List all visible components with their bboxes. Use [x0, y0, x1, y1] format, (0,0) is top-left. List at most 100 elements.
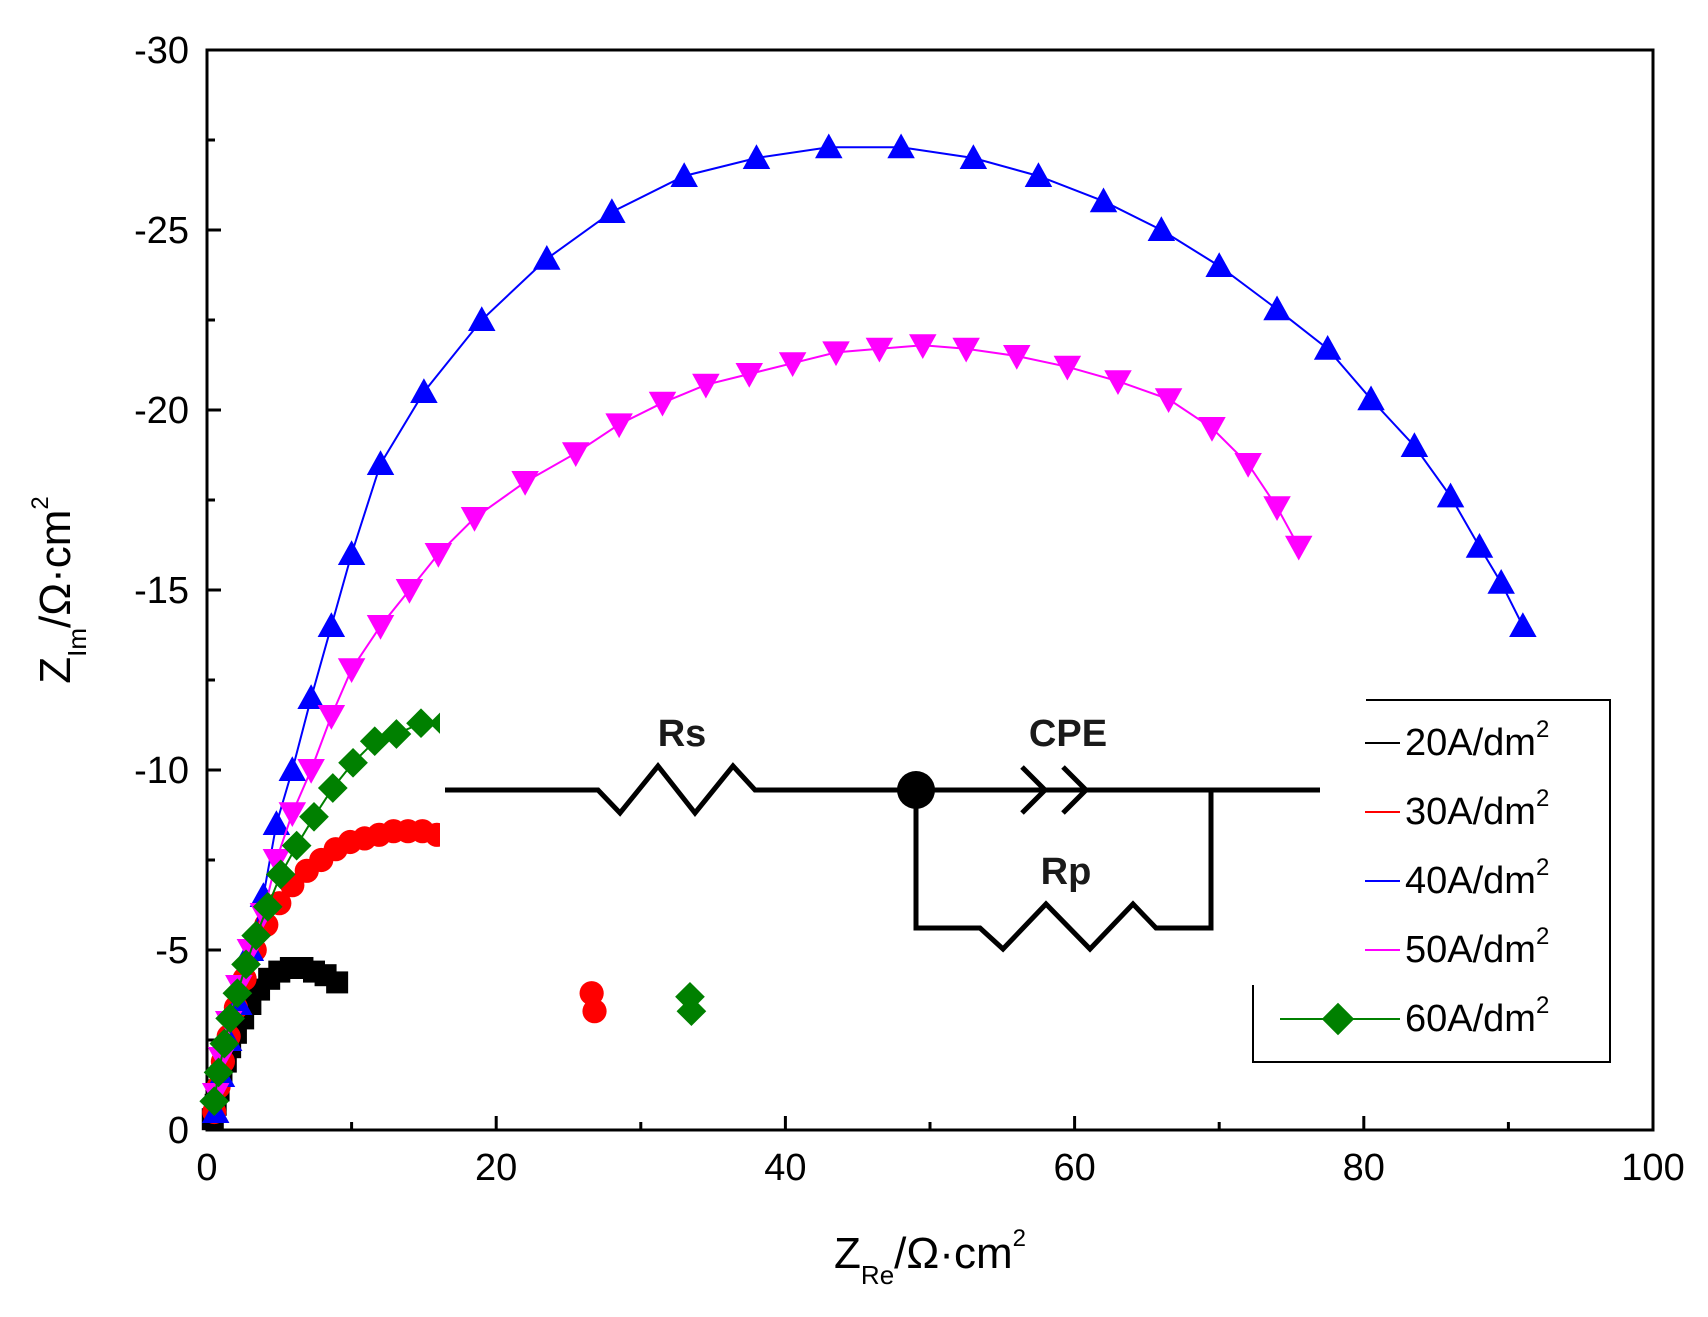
data-point — [366, 615, 395, 640]
data-point — [1357, 385, 1385, 411]
data-point — [297, 684, 325, 709]
series-3 — [201, 133, 1537, 1123]
data-point — [815, 133, 843, 159]
series-line — [214, 146, 1524, 1113]
legend-label: 60A/dm2 — [1405, 992, 1549, 1040]
data-point — [582, 999, 607, 1024]
data-point — [262, 849, 291, 874]
data-point — [460, 507, 489, 532]
data-point — [252, 891, 283, 922]
data-point — [337, 540, 366, 565]
data-point — [366, 450, 395, 475]
data-point — [1313, 335, 1342, 360]
y-axis-title-unit: /Ω·cm — [31, 510, 80, 628]
circuit-inset: Rs CPE Rp — [440, 690, 1320, 953]
data-point — [297, 759, 325, 784]
x-axis-title-unit: /Ω·cm — [894, 1229, 1012, 1278]
data-point — [598, 198, 626, 223]
legend-background — [1358, 710, 1606, 1058]
data-point — [1400, 432, 1429, 457]
legend: 20A/dm2 30A/dm2 40A/dm2 50A/dm2 60A/dm2 — [1252, 699, 1611, 1063]
data-point — [262, 810, 291, 835]
y-axis-title: ZIm/Ω·cm2 — [27, 496, 92, 684]
x-tick-label: 20 — [475, 1147, 517, 1189]
x-tick-label: 80 — [1343, 1147, 1385, 1189]
data-point — [317, 705, 346, 730]
data-point — [299, 801, 329, 832]
data-point — [424, 543, 453, 568]
data-point — [326, 971, 349, 994]
y-tick-label: -20 — [134, 390, 189, 432]
series-5 — [199, 708, 707, 1117]
data-point — [381, 719, 412, 749]
data-point — [1436, 482, 1465, 508]
legend-border — [1252, 699, 1611, 1063]
legend-marker — [1321, 1002, 1355, 1036]
y-axis-title-subscript: Im — [62, 628, 92, 657]
data-point — [648, 391, 677, 417]
data-point — [467, 306, 496, 331]
data-point — [511, 471, 539, 496]
x-axis-title-main: Z — [834, 1229, 861, 1278]
data-point — [1487, 569, 1515, 594]
series-layer — [199, 133, 1537, 1131]
circuit-arrow — [1020, 765, 1049, 815]
data-point — [281, 830, 312, 861]
data-point — [199, 1086, 230, 1117]
legend-items: 20A/dm2 30A/dm2 40A/dm2 50A/dm2 60A/dm2 — [1280, 716, 1549, 1040]
circuit-background — [440, 690, 1320, 950]
data-point — [533, 245, 561, 270]
legend-label: 30A/dm2 — [1405, 785, 1549, 833]
y-tick-label: -15 — [134, 570, 189, 612]
data-point — [676, 996, 707, 1027]
y-tick-label: -25 — [134, 210, 189, 252]
data-point — [1205, 252, 1233, 277]
circuit-label-cpe: CPE — [1029, 713, 1107, 755]
tick-labels: 0 20 40 60 80 100 0 -5 -10 -15 -20 -25 -30 — [134, 30, 1685, 1189]
x-tick-label: 40 — [764, 1147, 806, 1189]
y-tick-label: -10 — [134, 750, 189, 792]
data-point — [1147, 216, 1176, 241]
circuit-label-rp: Rp — [1041, 851, 1092, 893]
data-point — [952, 337, 980, 363]
data-point — [742, 144, 771, 169]
data-point — [337, 658, 366, 683]
x-tick-label: 0 — [196, 1147, 217, 1189]
legend-item: 40A/dm2 — [1365, 854, 1549, 902]
data-point — [1509, 612, 1537, 637]
data-point — [1053, 355, 1082, 381]
legend-label: 20A/dm2 — [1405, 716, 1549, 764]
data-point — [1465, 533, 1494, 558]
x-axis-title-superscript: 2 — [1013, 1225, 1026, 1252]
data-point — [1003, 345, 1031, 370]
data-point — [1263, 496, 1291, 521]
data-point — [1104, 370, 1132, 395]
data-point — [241, 920, 272, 951]
x-tick-label: 100 — [1621, 1147, 1684, 1189]
data-point — [359, 726, 390, 757]
data-point — [822, 341, 850, 367]
data-point — [222, 978, 253, 1009]
legend-item: 20A/dm2 — [1365, 716, 1549, 764]
data-point — [735, 363, 763, 388]
legend-item: 30A/dm2 — [1365, 785, 1549, 833]
data-point — [215, 1003, 245, 1034]
data-point — [1089, 187, 1118, 213]
legend-label: 40A/dm2 — [1405, 854, 1549, 902]
data-point — [395, 579, 424, 604]
legend-label: 50A/dm2 — [1405, 923, 1549, 971]
y-tick-label: -5 — [155, 930, 189, 972]
data-point — [203, 1057, 234, 1088]
series-line — [214, 344, 1300, 1095]
data-point — [579, 981, 604, 1006]
data-point — [278, 802, 307, 827]
data-point — [1284, 535, 1313, 561]
circuit-rs-wire — [445, 761, 1320, 818]
data-point — [317, 612, 346, 637]
data-point — [1234, 453, 1262, 478]
x-tick-label: 60 — [1053, 1147, 1095, 1189]
data-point — [605, 413, 633, 439]
data-point — [692, 373, 720, 399]
data-point — [561, 442, 590, 467]
